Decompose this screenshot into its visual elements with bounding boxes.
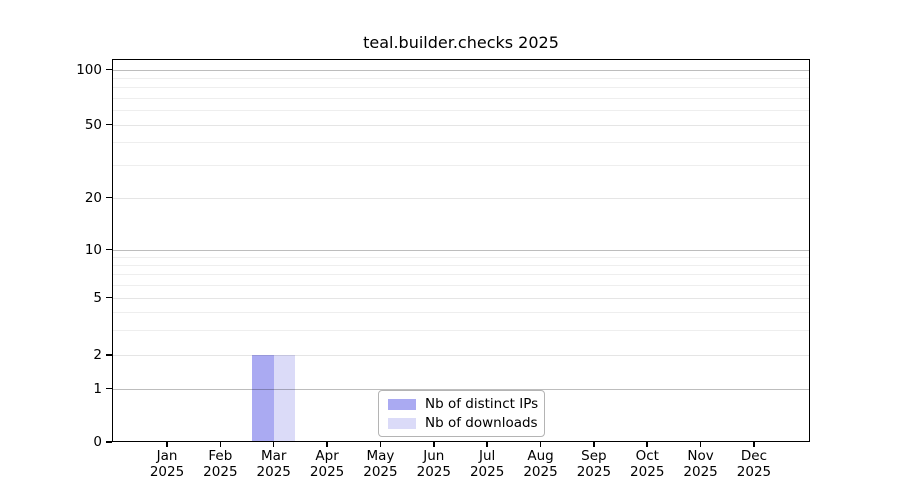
decade-gridline — [112, 249, 810, 251]
x-axis-tick — [272, 442, 275, 447]
month-name: Jun — [423, 448, 445, 464]
x-axis-tick — [646, 442, 648, 447]
x-axis-tick — [166, 442, 168, 447]
x-axis-month-label: Jul 2025 — [452, 448, 522, 480]
bar-nb-of-downloads — [273, 355, 296, 442]
minor-gridline — [112, 97, 810, 99]
axes-frame — [112, 59, 810, 442]
y-axis-tick-label: 10 — [84, 241, 102, 258]
x-axis-tick — [326, 442, 328, 447]
minor-gridline — [112, 311, 810, 313]
y-axis-tick — [106, 248, 112, 251]
y-axis-tick-label: 2 — [93, 347, 102, 363]
y-axis-tick — [106, 68, 112, 71]
x-axis-tick — [699, 442, 702, 447]
bar-nb-of-distinct-ips — [252, 355, 274, 442]
x-axis-tick — [486, 442, 488, 447]
y-axis-tick-label: 20 — [84, 189, 102, 206]
plot-area: Nb of distinct IPs Nb of downloads 0 1 2 5 10… — [76, 59, 810, 480]
minor-gridline — [112, 165, 810, 167]
y-axis-tick — [106, 123, 112, 126]
x-axis-tick — [219, 442, 222, 447]
month-year: 2025 — [256, 464, 291, 480]
month-year: 2025 — [203, 464, 238, 480]
month-year: 2025 — [630, 464, 665, 480]
month-year: 2025 — [683, 464, 718, 480]
decade-gridline — [112, 388, 810, 390]
minor-gridline — [112, 110, 810, 112]
month-name: Sep — [581, 448, 607, 464]
month-year: 2025 — [363, 464, 398, 480]
gridline — [112, 124, 810, 126]
legend-label-nb-of-downloads: Nb of downloads — [425, 415, 538, 431]
month-year: 2025 — [523, 464, 558, 480]
y-axis-tick-label: 1 — [93, 380, 102, 397]
y-axis-tick — [106, 196, 112, 199]
x-axis-month-label: Apr 2025 — [292, 448, 362, 480]
x-axis-month-label: Feb 2025 — [185, 448, 255, 480]
month-year: 2025 — [736, 464, 772, 480]
minor-gridline — [112, 329, 810, 331]
y-axis-tick — [106, 387, 112, 390]
x-axis-tick — [379, 442, 382, 447]
minor-gridline — [112, 87, 810, 89]
month-name: Apr — [315, 448, 339, 464]
legend-swatch-nb-of-distinct-ips — [388, 398, 416, 410]
month-name: Oct — [635, 448, 659, 464]
month-name: Feb — [208, 448, 233, 464]
legend-entry-nb-of-downloads: Nb of downloads — [388, 415, 538, 431]
x-axis-month-label: Jan 2025 — [132, 448, 202, 480]
month-year: 2025 — [576, 464, 612, 480]
legend-label-nb-of-distinct-ips: Nb of distinct IPs — [425, 396, 539, 412]
y-axis-tick-label: 100 — [76, 61, 102, 78]
gridline — [112, 355, 810, 356]
month-year: 2025 — [149, 464, 185, 480]
y-axis-tick — [106, 441, 112, 443]
gridline — [112, 197, 810, 199]
month-name: May — [366, 448, 395, 464]
legend-entry-nb-of-distinct-ips: Nb of distinct IPs — [388, 396, 539, 412]
y-axis-tick-label: 5 — [93, 289, 102, 306]
x-axis-tick — [753, 442, 755, 447]
month-name: Jul — [479, 448, 496, 464]
x-axis-month-label: May 2025 — [345, 448, 415, 480]
month-year: 2025 — [309, 464, 345, 480]
month-name: Mar — [260, 448, 287, 464]
x-axis-month-label: Dec 2025 — [719, 448, 789, 480]
month-name: Aug — [527, 448, 554, 464]
month-name: Jan — [156, 448, 178, 464]
month-name: Nov — [687, 448, 714, 464]
x-axis-month-label: Sep 2025 — [559, 448, 629, 480]
y-axis-tick — [106, 354, 112, 356]
x-axis-month-label: Aug 2025 — [506, 448, 576, 480]
minor-gridline — [112, 264, 810, 266]
legend-swatch-nb-of-downloads — [388, 417, 416, 429]
y-axis-tick-label: 0 — [93, 434, 102, 450]
minor-gridline — [112, 274, 810, 276]
decade-gridline — [112, 69, 810, 71]
minor-gridline — [112, 142, 810, 144]
x-axis-tick — [433, 442, 435, 447]
minor-gridline — [112, 284, 810, 286]
y-axis-tick-label: 50 — [84, 116, 102, 133]
month-year: 2025 — [416, 464, 451, 480]
gridline — [112, 297, 810, 299]
month-year: 2025 — [469, 464, 505, 480]
minor-gridline — [112, 256, 810, 258]
month-name: Dec — [740, 448, 768, 464]
y-axis-tick — [106, 296, 112, 299]
minor-gridline — [112, 77, 810, 79]
x-axis-tick — [593, 442, 595, 447]
x-axis-month-label: Jun 2025 — [399, 448, 469, 480]
x-axis-month-label: Nov 2025 — [666, 448, 736, 480]
x-axis-month-label: Oct 2025 — [612, 448, 682, 480]
x-axis-month-label: Mar 2025 — [239, 448, 309, 480]
x-axis-tick — [539, 442, 542, 447]
legend: Nb of distinct IPs Nb of downloads — [378, 390, 545, 437]
chart-title: teal.builder.checks 2025 — [363, 33, 559, 52]
